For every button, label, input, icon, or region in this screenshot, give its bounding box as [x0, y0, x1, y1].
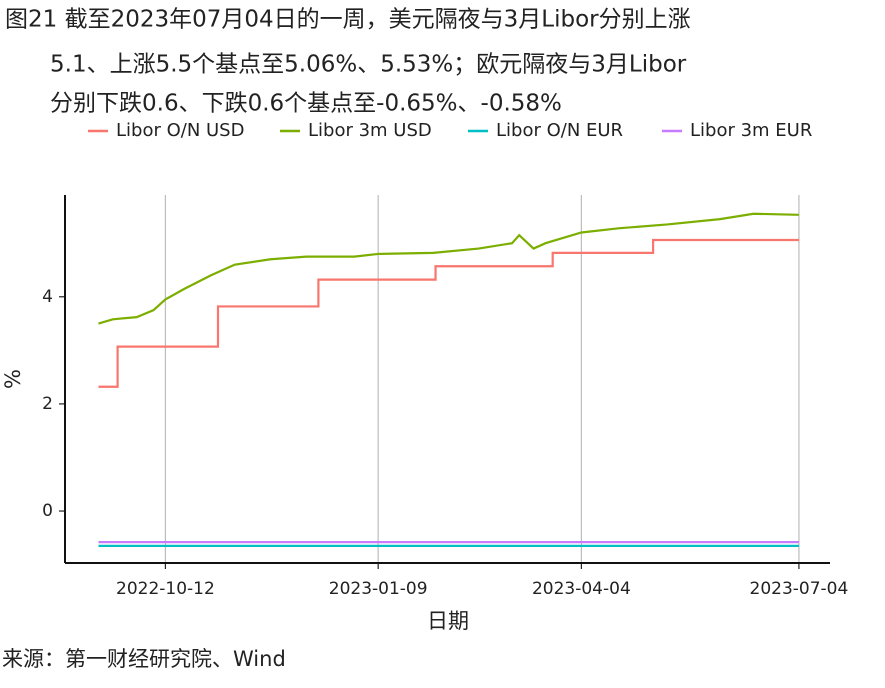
x-axis-label: 日期	[427, 609, 469, 633]
chart-title: 图21 截至2023年07月04日的一周，美元隔夜与3月Libor分别上涨	[5, 7, 691, 33]
y-tick-label: 0	[42, 501, 53, 521]
y-tick-label: 4	[42, 287, 53, 307]
x-tick-label: 2022-10-12	[116, 579, 215, 599]
x-tick-label: 2023-01-09	[329, 579, 428, 599]
chart-title: 5.1、上涨5.5个基点至5.06%、5.53%；欧元隔夜与3月Libor	[50, 52, 687, 78]
x-tick-label: 2023-07-04	[750, 579, 849, 599]
series-line	[98, 212, 799, 325]
legend-label: Libor O/N USD	[116, 120, 244, 141]
y-axis-label: %	[1, 369, 25, 389]
y-tick-label: 2	[42, 394, 53, 414]
series-line	[98, 238, 799, 388]
legend-label: Libor 3m EUR	[690, 120, 812, 141]
legend-label: Libor O/N EUR	[496, 120, 623, 141]
legend-label: Libor 3m USD	[308, 120, 432, 141]
chart-title: 分别下跌0.6、下跌0.6个基点至-0.65%、-0.58%	[50, 91, 562, 117]
x-tick-label: 2023-04-04	[532, 579, 631, 599]
source-note: 来源：第一财经研究院、Wind	[2, 647, 286, 671]
